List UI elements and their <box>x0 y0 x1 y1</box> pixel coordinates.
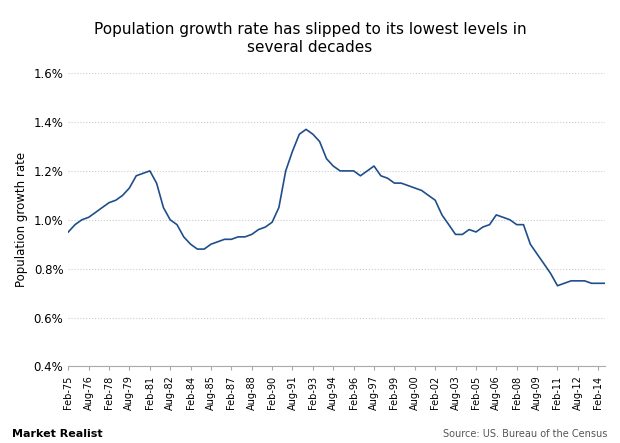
Text: Market Realist: Market Realist <box>12 428 103 439</box>
Y-axis label: Population growth rate: Population growth rate <box>15 152 28 288</box>
Text: Source: US. Bureau of the Census: Source: US. Bureau of the Census <box>443 428 608 439</box>
Text: Population growth rate has slipped to its lowest levels in
several decades: Population growth rate has slipped to it… <box>94 22 526 54</box>
